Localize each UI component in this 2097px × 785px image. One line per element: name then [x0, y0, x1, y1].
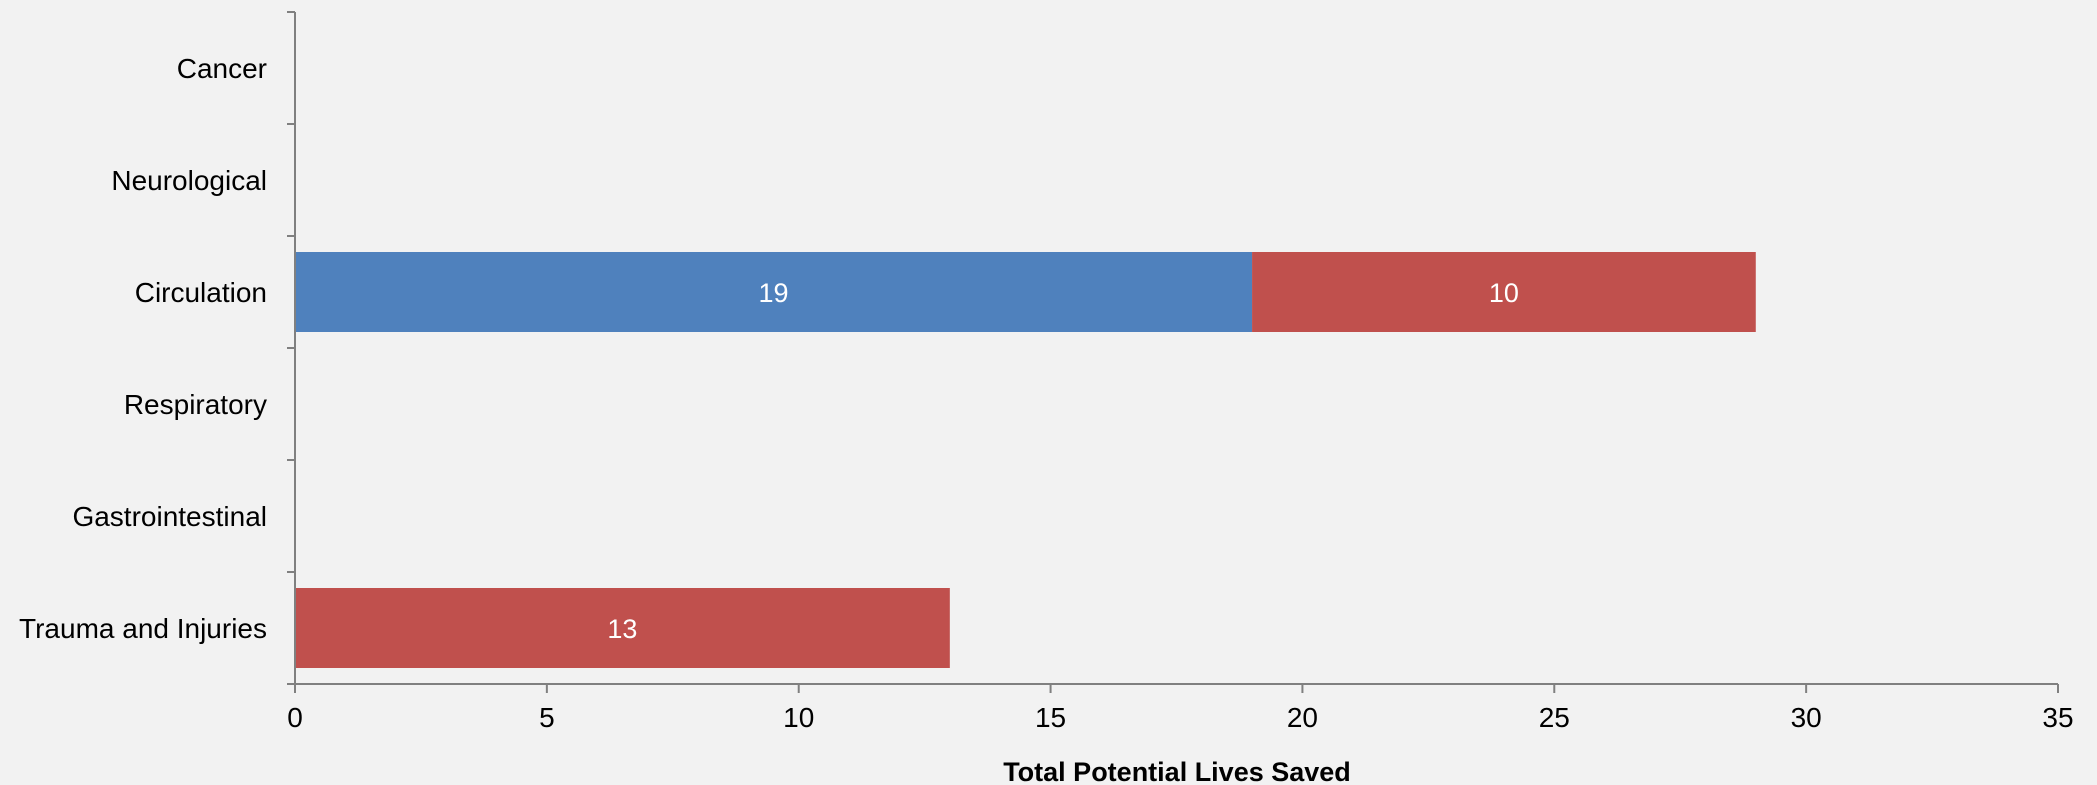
bar-data-label: 19 [759, 278, 789, 308]
axes [287, 11, 2059, 693]
category-label: Trauma and Injuries [19, 613, 267, 644]
category-label: Cancer [177, 53, 267, 84]
bar-circulation-s1 [295, 252, 1253, 332]
bar-trauma-and-injuries-s2 [295, 588, 950, 668]
bars: 19 10 13 [295, 252, 1756, 668]
x-tick-label: 30 [1791, 702, 1822, 733]
x-tick-label: 20 [1287, 702, 1318, 733]
x-tick-label: 35 [2042, 702, 2073, 733]
x-tick-label: 10 [783, 702, 814, 733]
bar-data-label: 13 [607, 614, 637, 644]
bar-circulation-s2 [1252, 252, 1756, 332]
category-label: Circulation [135, 277, 267, 308]
x-tick-label: 15 [1035, 702, 1066, 733]
bar-data-label: 10 [1489, 278, 1519, 308]
x-tick-label: 0 [287, 702, 303, 733]
category-label: Gastrointestinal [72, 501, 267, 532]
labels: 0 5 10 15 20 25 30 35 Cancer Neurological Circulat… [19, 53, 2074, 733]
category-label: Neurological [111, 165, 267, 196]
x-tick-label: 25 [1539, 702, 1570, 733]
x-tick-label: 5 [539, 702, 555, 733]
category-label: Respiratory [124, 389, 267, 420]
x-axis-title: Total Potential Lives Saved [1003, 757, 1351, 785]
